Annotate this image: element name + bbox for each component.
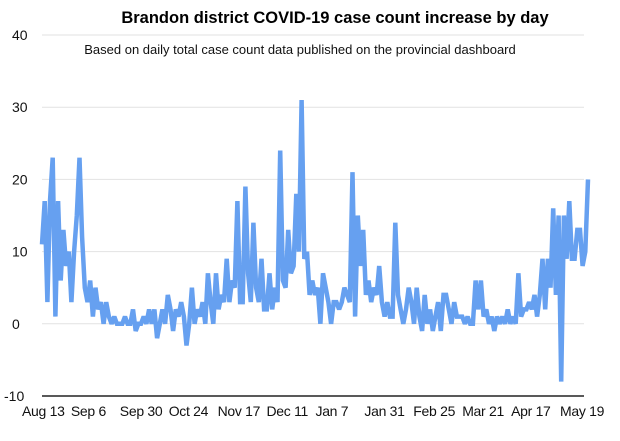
x-tick-label: Sep 30 [120, 403, 163, 419]
x-tick-label: Feb 25 [413, 403, 455, 419]
series-layer [39, 99, 591, 382]
x-tick-label: Dec 11 [267, 403, 309, 419]
x-axis-ticks: Aug 13 Sep 6 Sep 30 Oct 24 Nov 17 Dec 11 Jan 7… [22, 403, 605, 419]
x-tick-label: Sep 6 [71, 403, 107, 419]
y-tick-label: -10 [4, 388, 24, 404]
x-tick-label: Jan 7 [316, 403, 349, 419]
y-tick-label: 20 [12, 171, 28, 187]
y-tick-label: 30 [12, 99, 28, 115]
x-tick-label: Mar 21 [462, 403, 504, 419]
y-tick-label: 40 [12, 27, 28, 43]
x-tick-label: Aug 13 [22, 403, 65, 419]
x-tick-label: May 19 [560, 403, 605, 419]
chart-title: Brandon district COVID-19 case count inc… [121, 9, 549, 27]
x-tick-label: Oct 24 [169, 403, 209, 419]
y-axis-ticks: -10 0 10 20 30 40 [4, 27, 28, 404]
x-tick-label: Apr 17 [511, 403, 551, 419]
x-tick-label: Nov 17 [218, 403, 261, 419]
chart-subtitle: Based on daily total case count data pub… [84, 42, 515, 57]
x-tick-label: Jan 31 [364, 403, 405, 419]
y-tick-label: 0 [12, 316, 20, 332]
y-tick-label: 10 [12, 244, 28, 260]
series-line [39, 99, 591, 382]
